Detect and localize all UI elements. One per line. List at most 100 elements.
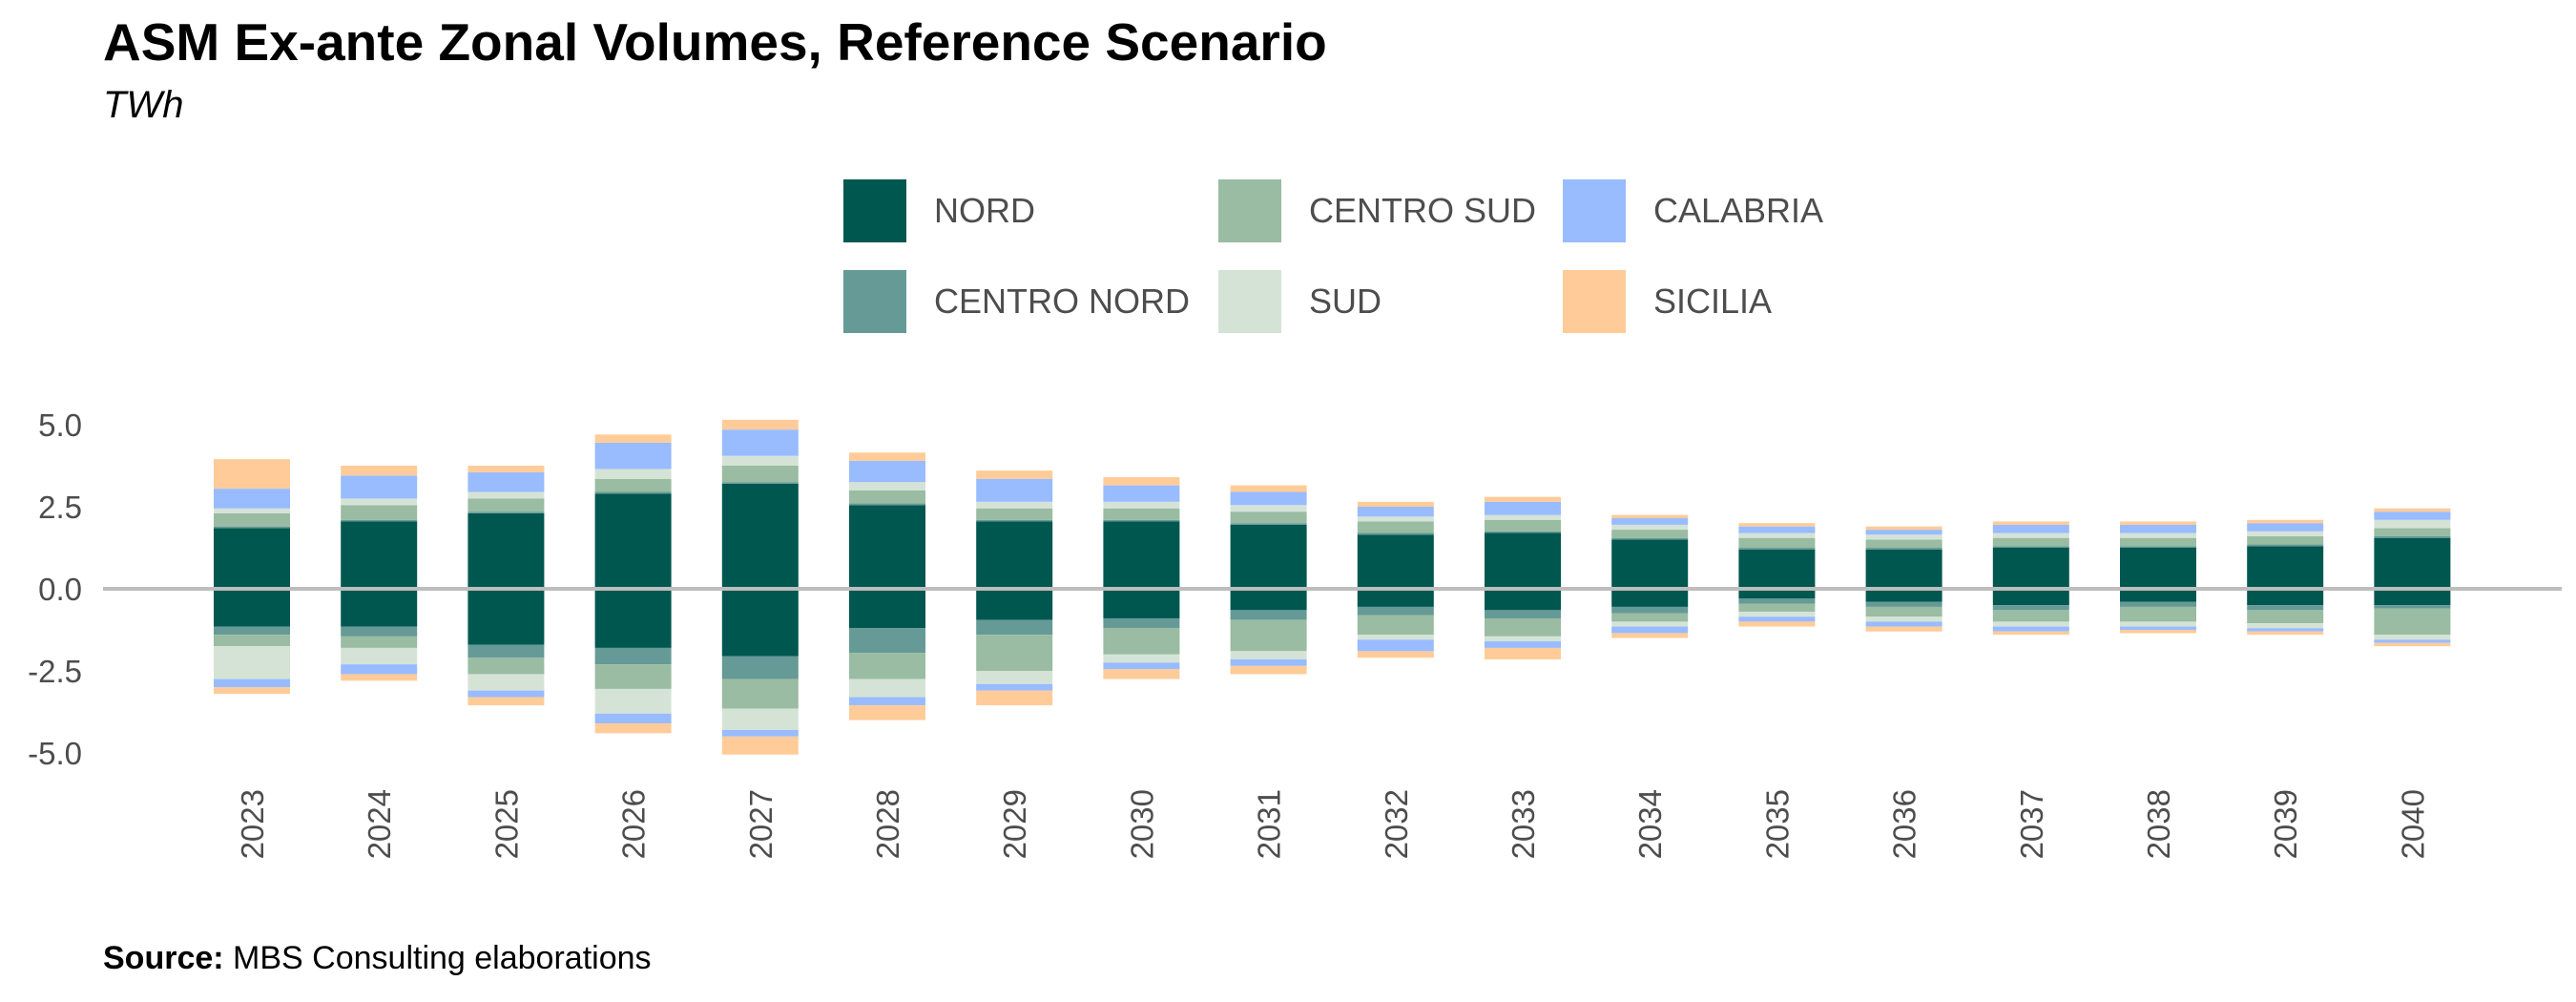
bar-segment-centro-sud-2030-pos bbox=[1103, 508, 1180, 520]
bar-segment-calabria-2023-neg bbox=[214, 678, 290, 688]
bar-segment-centro-sud-2038-neg bbox=[2120, 606, 2196, 622]
legend-swatch-centro-nord bbox=[843, 270, 906, 333]
bar-segment-centro-nord-2035-pos bbox=[1738, 548, 1816, 550]
bar-segment-sud-2031-neg bbox=[1230, 651, 1307, 659]
bar-segment-centro-nord-2029-neg bbox=[976, 619, 1053, 636]
bar-segment-centro-nord-2024-neg bbox=[341, 626, 418, 637]
bar-segment-nord-2023-pos bbox=[214, 528, 290, 589]
bar-segment-centro-nord-2034-pos bbox=[1611, 537, 1689, 540]
bar-segment-sicilia-2037-neg bbox=[1992, 631, 2069, 636]
bar-segment-sud-2023-pos bbox=[214, 508, 290, 513]
bar-segment-sicilia-2034-neg bbox=[1611, 633, 1689, 638]
bar-segment-nord-2027-neg bbox=[721, 589, 799, 657]
legend-item-centro-nord: CENTRO NORD bbox=[843, 270, 1190, 333]
bar-segment-nord-2033-pos bbox=[1485, 532, 1561, 589]
bar-segment-sicilia-2029-pos bbox=[976, 470, 1053, 479]
bar-segment-centro-nord-2027-neg bbox=[721, 656, 799, 679]
bar-segment-nord-2039-pos bbox=[2247, 546, 2324, 589]
bar-segment-centro-sud-2030-neg bbox=[1103, 628, 1180, 655]
x-tick-label: 2024 bbox=[362, 789, 397, 859]
bar-segment-sud-2030-pos bbox=[1103, 501, 1180, 509]
bar-segment-calabria-2028-pos bbox=[849, 460, 925, 483]
bar-segment-nord-2025-neg bbox=[467, 589, 545, 645]
x-tick-label: 2036 bbox=[1887, 789, 1922, 859]
bar-segment-calabria-2036-neg bbox=[1865, 621, 1942, 627]
bar-segment-centro-sud-2039-pos bbox=[2247, 535, 2324, 545]
x-tick-label: 2032 bbox=[1379, 789, 1414, 859]
bar-segment-calabria-2040-pos bbox=[2374, 511, 2451, 520]
bar-segment-centro-nord-2023-pos bbox=[214, 526, 290, 529]
bar-segment-calabria-2038-pos bbox=[2120, 524, 2196, 533]
bar-segment-calabria-2031-pos bbox=[1230, 491, 1307, 506]
bar-segment-centro-nord-2038-neg bbox=[2120, 601, 2196, 607]
bar-segment-sicilia-2028-neg bbox=[849, 705, 925, 720]
bar-segment-centro-sud-2036-pos bbox=[1865, 539, 1942, 548]
bar-segment-centro-sud-2039-neg bbox=[2247, 610, 2324, 624]
bar-segment-centro-sud-2026-pos bbox=[594, 478, 672, 492]
bar-segment-calabria-2039-pos bbox=[2247, 523, 2324, 532]
bar-segment-nord-2038-pos bbox=[2120, 548, 2196, 589]
bar-segment-calabria-2029-neg bbox=[976, 683, 1053, 691]
legend-label-sicilia: SICILIA bbox=[1653, 282, 1773, 321]
bar-segment-sicilia-2035-pos bbox=[1738, 523, 1816, 527]
bar-segment-centro-sud-2032-pos bbox=[1357, 521, 1434, 533]
bar-segment-calabria-2039-neg bbox=[2247, 628, 2324, 632]
bar-segment-sicilia-2030-neg bbox=[1103, 669, 1180, 679]
bar-segment-centro-sud-2024-pos bbox=[341, 505, 418, 520]
bar-segment-calabria-2026-neg bbox=[594, 713, 672, 724]
bar-segment-centro-nord-2023-neg bbox=[214, 626, 290, 636]
bar-segment-calabria-2033-pos bbox=[1485, 501, 1561, 515]
x-tick-label: 2028 bbox=[870, 789, 905, 859]
bar-segment-calabria-2032-neg bbox=[1357, 639, 1434, 652]
bar-segment-sud-2036-neg bbox=[1865, 616, 1942, 622]
bar-segment-sicilia-2040-neg bbox=[2374, 642, 2451, 647]
bar-segment-sicilia-2023-pos bbox=[214, 459, 290, 490]
bar-segment-calabria-2025-neg bbox=[467, 690, 545, 698]
bar-segment-centro-sud-2036-neg bbox=[1865, 606, 1942, 617]
bar-segment-centro-sud-2027-neg bbox=[721, 678, 799, 709]
bar-segment-centro-sud-2029-pos bbox=[976, 508, 1053, 520]
legend-swatch-sud bbox=[1218, 270, 1281, 333]
x-tick-label: 2031 bbox=[1252, 789, 1287, 859]
bar-segment-sud-2033-pos bbox=[1485, 514, 1561, 520]
bar-segment-sud-2031-pos bbox=[1230, 505, 1307, 512]
x-tick-label: 2029 bbox=[997, 789, 1032, 859]
bar-segment-centro-sud-2031-neg bbox=[1230, 619, 1307, 652]
legend: NORD CENTRO NORD CENTRO SUD SUD CALABRIA… bbox=[0, 0, 2576, 363]
bar-segment-centro-nord-2036-neg bbox=[1865, 601, 1942, 607]
bar-segment-nord-2030-neg bbox=[1103, 589, 1180, 618]
bar-segment-sud-2023-neg bbox=[214, 646, 290, 679]
bar-segment-centro-sud-2033-neg bbox=[1485, 617, 1561, 637]
bar-segment-nord-2040-pos bbox=[2374, 537, 2451, 589]
bar-segment-centro-nord-2027-pos bbox=[721, 482, 799, 484]
bar-segment-calabria-2024-pos bbox=[341, 475, 418, 499]
x-tick-label: 2040 bbox=[2395, 789, 2430, 859]
bar-segment-centro-sud-2023-neg bbox=[214, 635, 290, 647]
bar-segment-sud-2027-pos bbox=[721, 455, 799, 466]
bar-segment-calabria-2033-neg bbox=[1485, 641, 1561, 648]
x-tick-label: 2039 bbox=[2268, 789, 2303, 859]
bar-segment-centro-nord-2038-pos bbox=[2120, 546, 2196, 548]
bar-segment-sicilia-2039-pos bbox=[2247, 519, 2324, 524]
bar-segment-nord-2040-neg bbox=[2374, 589, 2451, 606]
bar-segment-sud-2032-pos bbox=[1357, 516, 1434, 522]
bar-segment-sicilia-2024-neg bbox=[341, 674, 418, 681]
x-tick-label: 2038 bbox=[2141, 789, 2176, 859]
bar-segment-centro-nord-2040-neg bbox=[2374, 605, 2451, 609]
bar-segment-centro-nord-2039-pos bbox=[2247, 544, 2324, 547]
bar-segment-centro-nord-2033-pos bbox=[1485, 531, 1561, 533]
y-tick-label: -2.5 bbox=[28, 654, 82, 689]
legend-label-centro-sud: CENTRO SUD bbox=[1309, 191, 1537, 230]
bar-segment-nord-2038-neg bbox=[2120, 589, 2196, 602]
bar-segment-sud-2025-neg bbox=[467, 674, 545, 691]
bar-segment-centro-sud-2023-pos bbox=[214, 512, 290, 527]
bar-segment-nord-2029-pos bbox=[976, 521, 1053, 589]
bar-segment-centro-sud-2032-neg bbox=[1357, 615, 1434, 636]
bar-segment-centro-sud-2033-pos bbox=[1485, 519, 1561, 532]
legend-label-sud: SUD bbox=[1309, 282, 1382, 321]
bar-segment-centro-sud-2040-pos bbox=[2374, 528, 2451, 536]
bar-segment-centro-nord-2032-neg bbox=[1357, 606, 1434, 616]
x-tick-label: 2023 bbox=[235, 789, 270, 859]
bar-segment-sud-2038-pos bbox=[2120, 532, 2196, 538]
